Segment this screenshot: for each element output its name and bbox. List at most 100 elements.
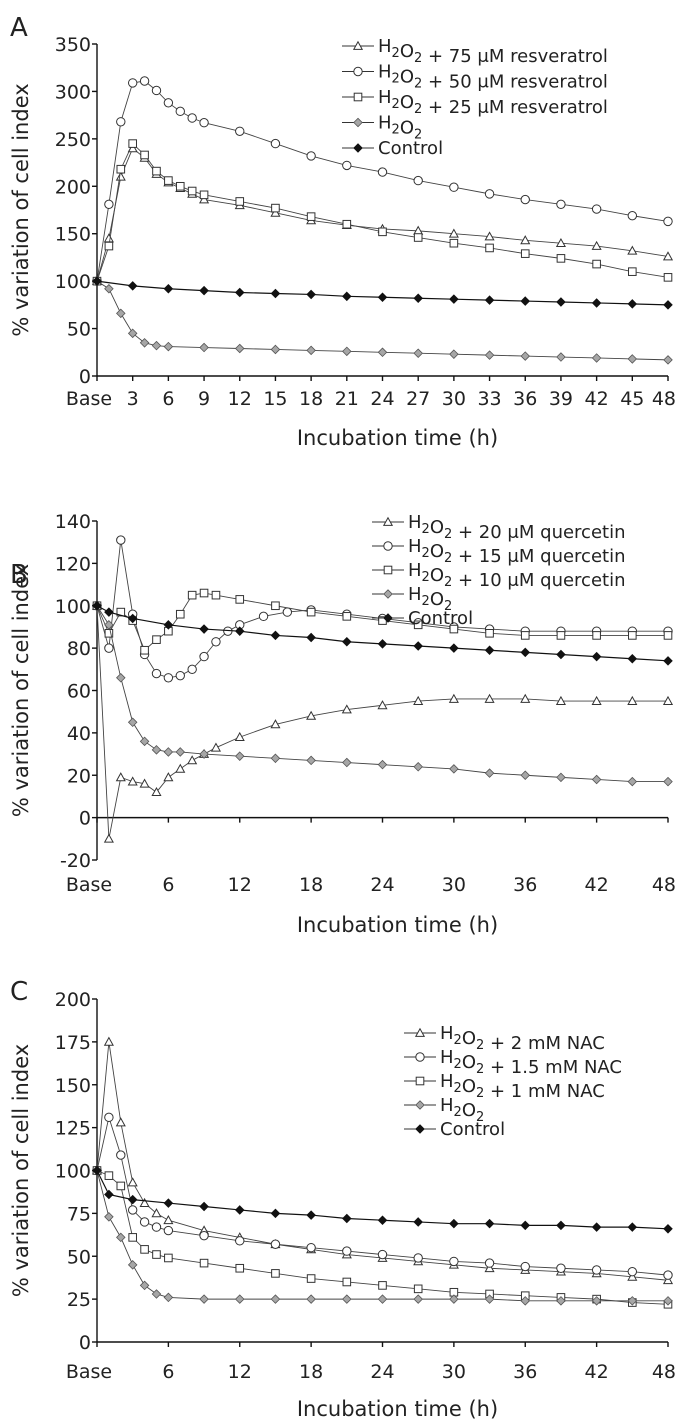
data-point [270,753,281,764]
x-tick-label: 39 [549,388,573,410]
data-point [449,294,459,304]
data-point [199,285,209,296]
data-point [663,1296,673,1306]
series-diamond [92,276,673,365]
x-tick-label: 48 [652,388,676,410]
series-diamond [92,1165,673,1306]
data-point [127,613,138,624]
data-point [139,1197,150,1207]
data-point [627,299,638,309]
data-point [270,1239,281,1249]
data-point [378,1281,387,1290]
series-filled-diamond [92,600,673,666]
data-point [104,643,114,653]
series-triangle [91,143,674,286]
data-point [104,607,114,617]
x-tick-label: 12 [228,874,252,896]
data-point [306,710,317,720]
data-point [627,1296,638,1306]
y-tick-label: 350 [55,34,91,56]
data-point [449,764,459,774]
x-axis-title: Incubation time (h) [297,426,498,450]
x-tick-label: Base [66,874,112,896]
data-point [342,1213,352,1224]
x-tick-label: 21 [335,388,359,410]
x-tick-label: 42 [585,874,609,896]
data-point [520,693,531,703]
legend-marker [353,117,363,128]
data-point [591,651,602,662]
data-point [104,1189,114,1200]
x-tick-label: 18 [299,874,323,896]
data-point [556,772,566,783]
data-point [116,1150,126,1160]
data-point [556,352,566,362]
x-tick-label: 9 [198,388,210,410]
data-point [306,1242,316,1253]
data-point [342,1294,352,1304]
x-tick-label: 18 [299,1361,323,1383]
data-point [139,736,150,747]
data-point [103,233,114,243]
data-point [591,1265,602,1275]
data-point [163,1292,174,1303]
data-point [627,776,638,787]
data-point [116,1181,126,1191]
data-point [377,167,388,177]
legend-marker [353,143,363,153]
data-point [116,117,126,127]
data-point [663,273,673,282]
data-point [152,1250,161,1259]
data-point [592,259,601,269]
data-point [413,348,423,358]
data-point [377,1215,388,1226]
data-point [116,673,126,683]
series-line [96,605,668,783]
x-tick-label: 36 [513,388,537,410]
y-tick-label: 250 [55,129,91,151]
y-tick-label: 0 [79,366,91,388]
data-point [151,1222,162,1232]
data-point [449,624,459,634]
data-point [127,717,138,728]
data-point [104,283,114,294]
legend-label: H2O2 + 1 mM NAC [440,1071,605,1102]
data-point [152,635,161,644]
series-square [92,139,673,286]
data-point [520,194,530,205]
data-point [175,609,185,619]
y-axis-title: % variation of cell index [9,564,33,817]
y-axis-title: % variation of cell index [9,83,33,336]
x-tick-label: 30 [442,1361,466,1383]
data-point [520,1261,530,1272]
data-point [342,612,352,621]
data-point [484,1258,495,1268]
data-point [449,1294,459,1304]
data-point [234,287,245,298]
legend-label: H2O2 + 2 mM NAC [440,1023,605,1054]
data-point [449,182,459,192]
data-point [306,289,316,300]
data-point [151,786,162,797]
data-point [235,197,245,206]
data-point [663,355,673,365]
x-tick-label: 36 [513,874,537,896]
data-point [234,751,245,761]
data-point [591,298,602,308]
legend-marker [383,613,393,623]
data-point [556,631,566,640]
data-point [306,345,316,356]
x-tick-label: Base [66,1361,112,1383]
legend-marker [415,1052,425,1062]
data-point [377,639,388,649]
y-tick-label: 100 [55,596,91,618]
data-point [104,620,114,630]
data-point [127,1194,138,1205]
series-filled-diamond [92,1165,673,1234]
data-point [555,695,566,705]
data-point [175,106,185,117]
data-point [104,1171,114,1180]
data-point [520,249,530,258]
data-point [152,166,161,176]
